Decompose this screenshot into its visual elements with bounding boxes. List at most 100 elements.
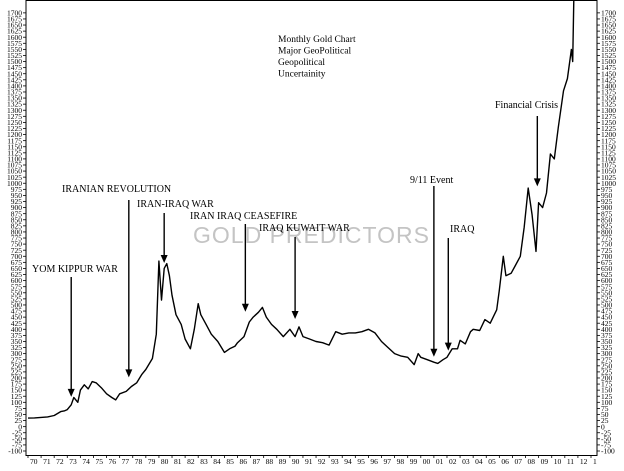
y-tick-label-right: 775 (601, 234, 613, 243)
x-tick-label: 75 (95, 457, 103, 466)
y-tick-label-right: 1375 (601, 88, 616, 97)
y-tick-label-left: 850 (11, 215, 23, 224)
x-axis: 70 71 72 73 74 75 76 77 78 79 80 81 82 83 84 85 86 87 88 89… (27, 455, 597, 466)
y-tick-label-right: 1450 (601, 69, 616, 78)
y-tick-label-right: 375 (601, 331, 613, 340)
annotation-label: IRAQ (450, 224, 475, 235)
x-tick-label: 73 (69, 457, 77, 466)
y-tick-label-left: 1525 (7, 51, 22, 60)
y-tick-label-right: 1025 (601, 173, 616, 182)
chart-note-line: Uncertainity (278, 70, 326, 80)
y-tick-label-right: 1175 (601, 136, 616, 145)
y-tick-label-right: 1225 (601, 124, 616, 133)
y-tick-label-right: 1150 (601, 142, 616, 151)
y-tick-label-left: 1350 (7, 94, 22, 103)
y-tick-label-left: 750 (11, 240, 23, 249)
x-tick-label: 79 (148, 457, 156, 466)
y-tick-label-right: 1050 (601, 167, 616, 176)
x-tick-label: 90 (292, 457, 300, 466)
y-tick-label-left: 550 (11, 288, 23, 297)
y-tick-label-right: -25 (601, 428, 611, 437)
y-tick-label-left: 275 (11, 355, 23, 364)
y-tick-label-right: 875 (601, 209, 613, 218)
y-tick-label-left: 1675 (7, 15, 22, 24)
x-tick-label: 99 (410, 457, 418, 466)
y-tick-label-right: 325 (601, 343, 613, 352)
y-tick-label-right: 525 (601, 294, 613, 303)
y-tick-label-right: 1100 (601, 155, 616, 164)
x-tick-label: 80 (161, 457, 169, 466)
y-tick-label-right: 1400 (601, 81, 616, 90)
y-tick-label-right: 1525 (601, 51, 616, 60)
x-tick-label: 82 (187, 457, 195, 466)
y-tick-label-left: 1250 (7, 118, 22, 127)
y-tick-label-left: 25 (15, 416, 23, 425)
y-tick-label-right: 1000 (601, 179, 616, 188)
y-tick-label-left: 1475 (7, 63, 22, 72)
y-tick-label-right: 575 (601, 282, 613, 291)
y-tick-label-right: 300 (601, 349, 613, 358)
y-tick-label-left: 200 (11, 374, 23, 383)
y-tick-label-left: 1600 (7, 33, 22, 42)
x-tick-label: 81 (174, 457, 182, 466)
y-tick-label-right: 1075 (601, 161, 616, 170)
y-tick-label-left: 1700 (7, 8, 22, 17)
y-tick-label-right: 600 (601, 276, 613, 285)
y-tick-label-left: 1025 (7, 173, 22, 182)
y-tick-label-left: 725 (11, 246, 23, 255)
y-tick-label-left: 1175 (7, 136, 22, 145)
x-tick-label: 76 (109, 457, 117, 466)
y-tick-label-right: 700 (601, 252, 613, 261)
x-tick-label: 88 (266, 457, 274, 466)
y-tick-label-left: 1275 (7, 112, 22, 121)
y-tick-label-right: 625 (601, 270, 613, 279)
y-tick-label-left: 675 (11, 258, 23, 267)
y-tick-label-right: 1575 (601, 39, 616, 48)
annotation-arrow-head (291, 310, 299, 319)
y-tick-label-left: 1225 (7, 124, 22, 133)
annotation-label: IRAN-IRAQ WAR (137, 199, 214, 210)
y-tick-label-right: 475 (601, 307, 613, 316)
y-tick-label-left: 0 (18, 422, 22, 431)
y-tick-label-right: 975 (601, 185, 613, 194)
y-axis-left: -100-75-50-25025507510012515017520022525… (7, 8, 26, 456)
y-tick-label-right: 1325 (601, 100, 616, 109)
y-tick-label-right: 825 (601, 221, 613, 230)
x-tick-label: 77 (122, 457, 130, 466)
y-tick-label-left: 950 (11, 191, 23, 200)
plot-frame (25, 0, 598, 456)
annotations: YOM KIPPUR WAR IRANIAN REVOLUTION IRAN-IRA… (32, 100, 558, 397)
x-tick-label: 95 (357, 457, 365, 466)
y-tick-label-right: 225 (601, 367, 613, 376)
x-tick-label: 07 (514, 457, 522, 466)
x-tick-label: 11 (567, 457, 574, 466)
annotation-label: IRANIAN REVOLUTION (62, 184, 171, 195)
y-tick-label-left: 1325 (7, 100, 22, 109)
y-tick-label-left: 1575 (7, 39, 22, 48)
y-tick-label-right: 800 (601, 228, 613, 237)
y-tick-label-left: 1075 (7, 161, 22, 170)
annotation-label: 9/11 Event (410, 175, 453, 186)
y-tick-label-right: 50 (601, 410, 609, 419)
y-tick-label-right: 1300 (601, 106, 616, 115)
annotation-arrow-head (533, 178, 541, 187)
y-tick-label-left: 500 (11, 301, 23, 310)
annotation-arrow-head (125, 369, 133, 378)
chart-note-line: Monthly Gold Chart (278, 35, 356, 45)
y-tick-label-right: 125 (601, 392, 613, 401)
y-tick-label-right: 175 (601, 380, 613, 389)
y-tick-label-left: 75 (15, 404, 23, 413)
y-tick-label-left: 400 (11, 325, 23, 334)
x-tick-label: 85 (226, 457, 234, 466)
x-tick-label: 96 (370, 457, 378, 466)
x-tick-label: 08 (528, 457, 536, 466)
series-layer (27, 0, 575, 419)
y-tick-label-left: 300 (11, 349, 23, 358)
x-tick-label: 92 (318, 457, 326, 466)
y-tick-label-right: 1700 (601, 8, 616, 17)
y-tick-label-left: 1625 (7, 27, 22, 36)
y-tick-label-left: 650 (11, 264, 23, 273)
y-tick-label-left: 250 (11, 361, 23, 370)
